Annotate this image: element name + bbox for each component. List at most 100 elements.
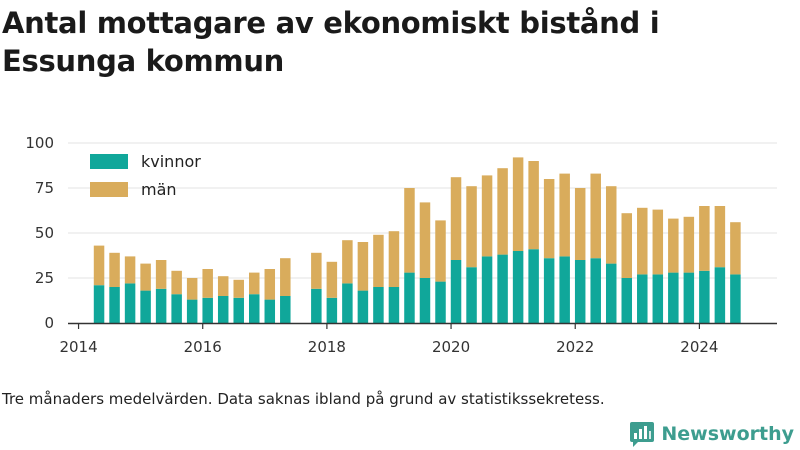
footnote: Tre månaders medelvärden. Data saknas ib… (2, 390, 605, 408)
bar-kvinnor-12 (280, 296, 291, 323)
bar-mn-33 (605, 186, 617, 264)
bar-kvinnor-32 (590, 258, 601, 323)
bar-mn-0 (93, 245, 105, 286)
chart-title: Antal mottagare av ekonomiskt bistånd i … (2, 6, 660, 78)
legend-swatch-1 (90, 182, 128, 197)
x-tick-label: 2022 (556, 338, 594, 356)
legend-swatch-0 (90, 154, 128, 169)
bar-mn-5 (171, 270, 182, 295)
bar-mn-31 (574, 188, 586, 260)
bar-kvinnor-23 (450, 260, 462, 323)
bar-kvinnor-21 (419, 278, 431, 323)
bar-kvinnor-38 (683, 272, 695, 323)
y-tick-label: 25 (35, 269, 54, 287)
x-tick-label: 2016 (184, 338, 222, 356)
newsworthy-logo-icon (630, 422, 655, 447)
bar-kvinnor-16 (342, 283, 353, 323)
bars-group (93, 157, 741, 323)
y-tick-label: 0 (44, 314, 54, 332)
bar-mn-15 (326, 261, 338, 298)
bar-kvinnor-25 (481, 256, 493, 323)
legend-label-0: kvinnor (141, 152, 201, 171)
y-tick-label: 100 (25, 134, 54, 152)
bar-mn-6 (186, 278, 198, 300)
bar-mn-22 (435, 220, 446, 282)
bar-kvinnor-41 (730, 274, 741, 323)
bar-kvinnor-26 (497, 254, 508, 323)
bar-kvinnor-30 (559, 256, 570, 323)
bar-mn-37 (668, 218, 679, 273)
brand: Newsworthy (629, 420, 794, 448)
bar-mn-16 (342, 240, 353, 284)
bar-mn-25 (481, 175, 493, 257)
bar-kvinnor-29 (543, 258, 555, 323)
bar-mn-17 (357, 242, 369, 291)
bar-mn-36 (652, 209, 664, 275)
x-tick-label: 2018 (308, 338, 346, 356)
bar-mn-18 (373, 234, 384, 287)
bar-kvinnor-17 (357, 290, 369, 323)
bar-kvinnor-7 (202, 297, 213, 323)
bar-kvinnor-18 (373, 287, 384, 323)
bar-kvinnor-3 (140, 290, 151, 323)
y-tick-label: 50 (35, 224, 54, 242)
bar-mn-3 (140, 263, 151, 291)
brand-name: Newsworthy (661, 423, 794, 445)
bar-mn-4 (155, 260, 167, 289)
bar-kvinnor-1 (109, 287, 120, 323)
x-tick-label: 2014 (59, 338, 97, 356)
bar-kvinnor-20 (404, 272, 415, 323)
bar-kvinnor-4 (155, 288, 167, 323)
bar-kvinnor-10 (249, 294, 260, 323)
bar-mn-27 (512, 157, 524, 251)
legend: kvinnor män (90, 152, 201, 199)
bar-mn-10 (249, 272, 260, 295)
bar-kvinnor-27 (512, 251, 524, 323)
bar-mn-20 (404, 188, 415, 273)
bar-kvinnor-33 (605, 263, 617, 323)
bar-kvinnor-35 (637, 274, 648, 323)
bar-kvinnor-8 (217, 296, 229, 323)
bar-kvinnor-24 (466, 267, 477, 323)
bar-mn-1 (109, 252, 120, 287)
bar-kvinnor-19 (388, 287, 400, 323)
bar-mn-7 (202, 269, 213, 298)
bar-kvinnor-28 (528, 249, 539, 323)
bar-mn-38 (683, 216, 695, 273)
bar-mn-19 (388, 231, 400, 287)
axes: 0 25 50 75 100 2014 2016 2018 2020 2022 2024 (25, 134, 777, 356)
bar-kvinnor-11 (264, 299, 276, 323)
bar-mn-34 (621, 213, 633, 278)
bar-mn-39 (699, 206, 710, 271)
bar-mn-9 (233, 279, 244, 298)
x-tick-label: 2020 (432, 338, 470, 356)
bar-mn-8 (217, 276, 229, 296)
bar-kvinnor-14 (311, 288, 322, 323)
bar-mn-32 (590, 173, 601, 259)
bar-mn-21 (419, 202, 431, 278)
bar-mn-11 (264, 269, 276, 300)
bar-mn-12 (280, 258, 291, 296)
bar-mn-23 (450, 177, 462, 260)
legend-label-1: män (141, 180, 177, 199)
bar-kvinnor-15 (326, 297, 338, 323)
bar-mn-41 (730, 222, 741, 275)
y-tick-label: 75 (35, 179, 54, 197)
bar-mn-40 (714, 206, 726, 268)
bar-kvinnor-39 (699, 270, 710, 323)
x-tick-label: 2024 (680, 338, 718, 356)
bar-mn-2 (124, 256, 136, 284)
bar-kvinnor-9 (233, 297, 244, 323)
bar-kvinnor-31 (574, 260, 586, 323)
bar-mn-28 (528, 161, 539, 250)
bar-kvinnor-0 (93, 285, 105, 323)
bar-mn-30 (559, 173, 570, 257)
bar-mn-29 (543, 179, 555, 259)
bar-mn-24 (466, 186, 477, 268)
bar-kvinnor-5 (171, 294, 182, 323)
bar-kvinnor-6 (186, 299, 198, 323)
bar-mn-14 (311, 252, 322, 289)
bar-kvinnor-22 (435, 281, 446, 323)
bar-kvinnor-40 (714, 267, 726, 323)
